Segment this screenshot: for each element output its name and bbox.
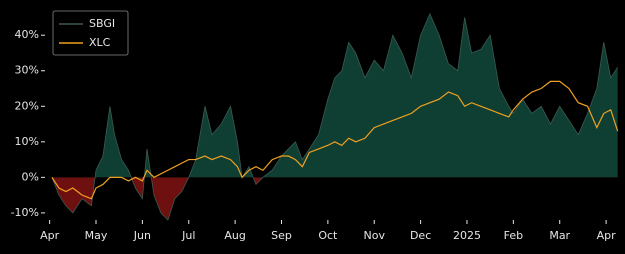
- x-tick-label: Apr: [40, 229, 60, 242]
- legend-label: XLC: [89, 36, 111, 49]
- x-tick-label: Apr: [597, 229, 617, 242]
- y-tick-label: -10%: [11, 206, 39, 219]
- x-tick-label: Dec: [410, 229, 431, 242]
- area-below: [51, 177, 263, 220]
- x-tick-label: Mar: [549, 229, 570, 242]
- x-tick-label: Jun: [133, 229, 151, 242]
- plot-area: [51, 12, 619, 221]
- x-tick-label: Feb: [504, 229, 523, 242]
- x-tick-label: Nov: [363, 229, 385, 242]
- series-line: [51, 12, 619, 221]
- y-tick-label: 40%: [15, 28, 39, 41]
- legend-label: SBGI: [89, 17, 115, 30]
- x-tick-label: Sep: [271, 229, 292, 242]
- legend-box: [52, 10, 129, 56]
- series-line: [51, 80, 619, 200]
- y-tick-label: 20%: [15, 99, 39, 112]
- y-tick-label: 0%: [22, 170, 39, 183]
- x-tick-label: Jul: [181, 229, 195, 242]
- area-above: [51, 13, 618, 178]
- x-tick-label: Aug: [224, 229, 245, 242]
- y-tick-label: 10%: [15, 135, 39, 148]
- x-tick-label: 2025: [453, 229, 481, 242]
- x-tick-label: May: [85, 229, 108, 242]
- x-tick-label: Oct: [318, 229, 338, 242]
- y-tick-label: 30%: [15, 64, 39, 77]
